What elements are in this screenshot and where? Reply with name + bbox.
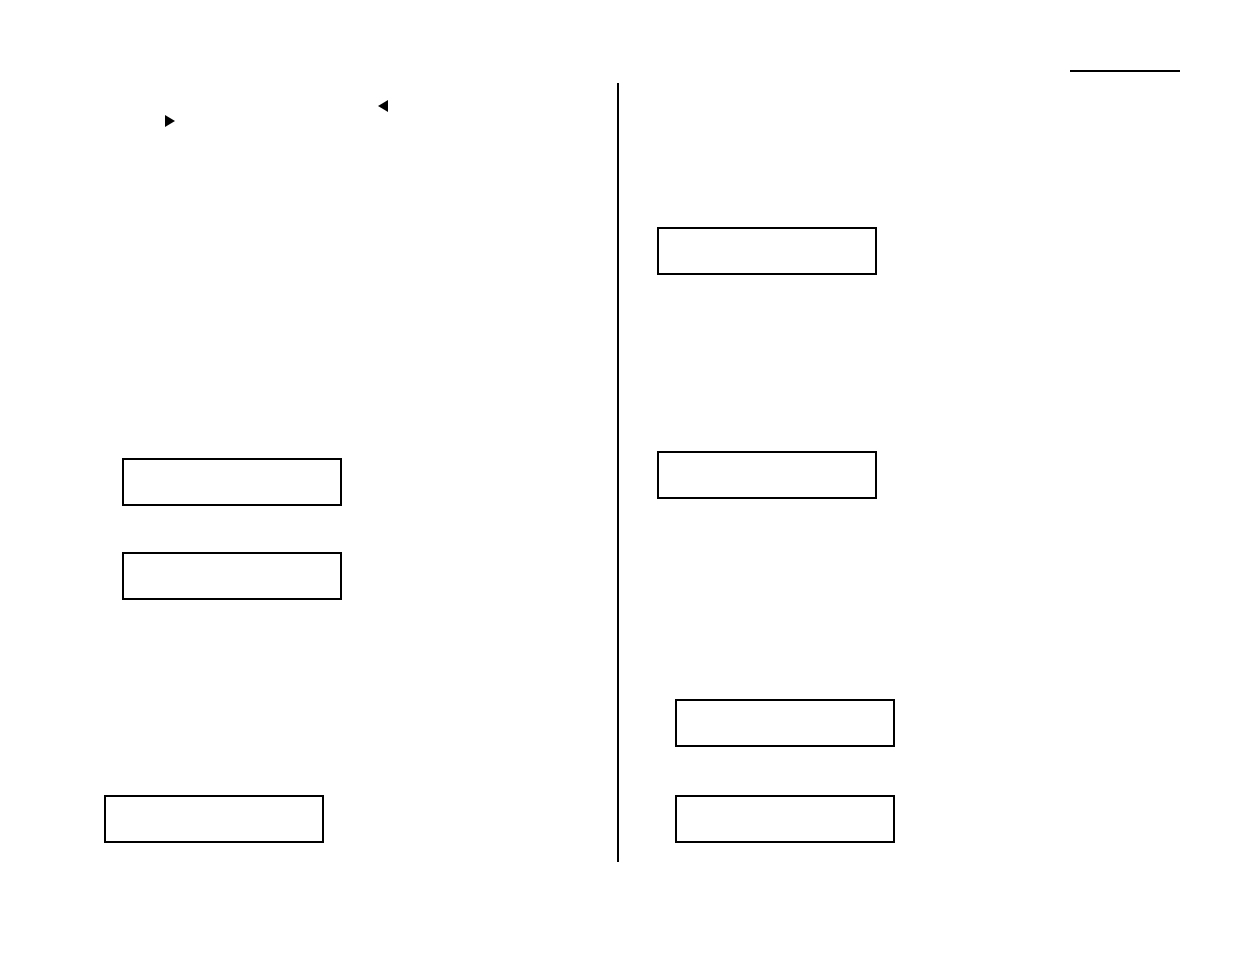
box-R2: [657, 451, 877, 499]
triangle-left-icon: [378, 100, 388, 112]
box-L2: [122, 552, 342, 600]
header-rule: [1070, 70, 1180, 72]
box-R4: [675, 795, 895, 843]
page-root: [0, 0, 1235, 954]
box-R1: [657, 227, 877, 275]
center-divider: [617, 83, 619, 862]
triangle-right-icon: [165, 115, 175, 127]
box-R3: [675, 699, 895, 747]
box-L1: [122, 458, 342, 506]
box-L3: [104, 795, 324, 843]
